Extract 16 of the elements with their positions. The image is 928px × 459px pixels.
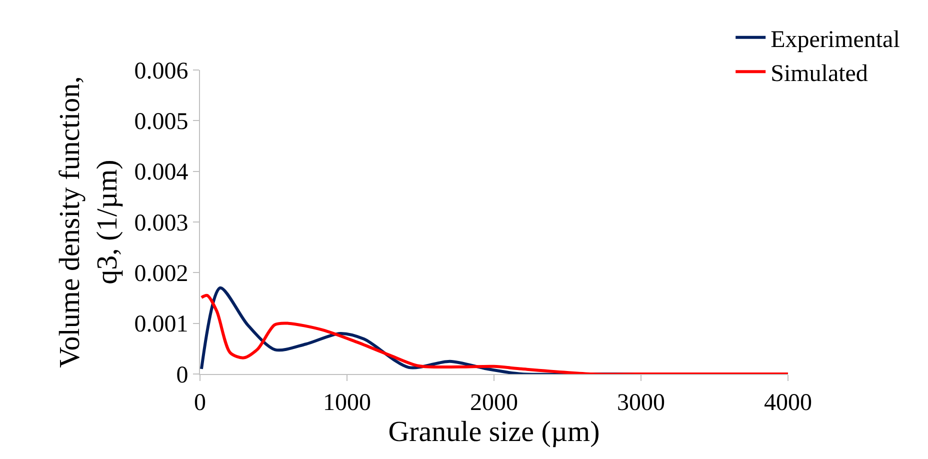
y-tick-label: 0.004 (134, 160, 188, 186)
x-tick-label: 2000 (470, 390, 518, 416)
x-tick-label: 1000 (323, 390, 371, 416)
y-tick-label: 0.003 (134, 210, 188, 236)
x-tick-label: 0 (194, 390, 206, 416)
legend-label: Simulated (770, 60, 868, 87)
y-tick-label: 0.001 (134, 312, 188, 338)
y-tick-label: 0 (176, 362, 188, 388)
y-axis-title: Volume density function, q3, (1/µm) (54, 76, 124, 368)
y-tick-label: 0.005 (134, 109, 188, 136)
x-tick-label: 3000 (617, 390, 665, 416)
y-tick-label: 0.002 (134, 261, 188, 288)
legend-label: Experimental (770, 26, 900, 53)
x-axis-title: Granule size (µm) (388, 416, 600, 448)
y-tick-label: 0.006 (134, 58, 188, 84)
x-tick-label: 4000 (764, 390, 812, 416)
